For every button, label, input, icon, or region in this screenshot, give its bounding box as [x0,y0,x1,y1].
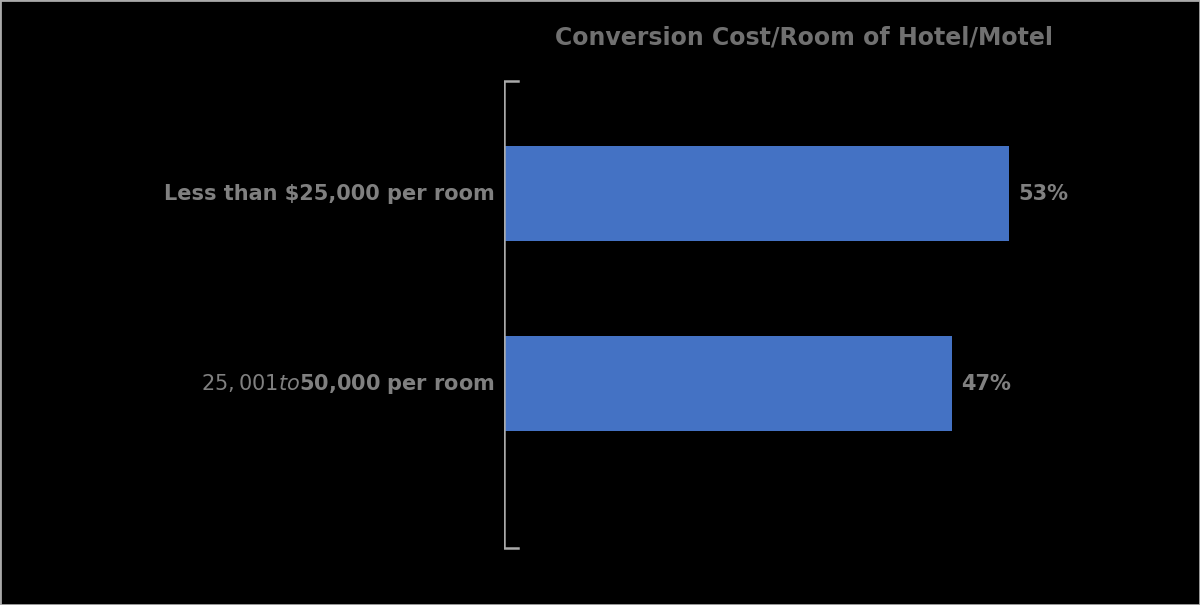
Bar [504,146,1009,241]
Bar [504,336,952,431]
Text: 53%: 53% [1019,183,1068,204]
Text: $25,001 to $50,000 per room: $25,001 to $50,000 per room [200,371,494,396]
Text: Less than $25,000 per room: Less than $25,000 per room [163,183,494,204]
Title: Conversion Cost/Room of Hotel/Motel: Conversion Cost/Room of Hotel/Motel [554,26,1054,50]
Text: 47%: 47% [961,374,1012,394]
